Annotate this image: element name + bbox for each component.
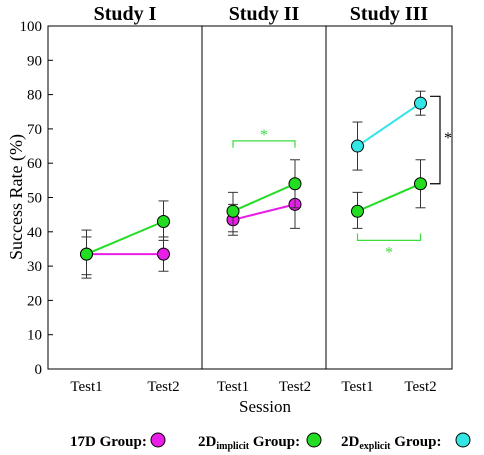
x-axis-label: Session: [239, 397, 291, 416]
data-point: [288, 177, 302, 191]
data-point: [80, 247, 93, 261]
x-tick-label: Test2: [147, 379, 179, 395]
significance-star: *: [385, 244, 393, 261]
marks-layer: * * *: [80, 90, 452, 279]
data-point: [157, 247, 170, 261]
y-tick-label: 80: [27, 88, 42, 104]
data-point: [414, 177, 427, 191]
panel-title: Study III: [350, 3, 429, 25]
y-tick-label: 60: [27, 156, 42, 172]
legend-marker: [306, 432, 322, 448]
y-tick-label: 10: [27, 328, 42, 344]
legend-marker: [455, 432, 471, 448]
y-tick-label: 50: [27, 191, 42, 207]
significance-bracket: [232, 140, 296, 148]
x-tick-label: Test1: [341, 379, 373, 395]
legend-marker: [150, 432, 166, 448]
y-tick-label: 70: [27, 122, 42, 138]
series-line: [357, 182, 421, 213]
data-point: [226, 204, 240, 218]
x-tick-label: Test2: [279, 379, 311, 395]
x-tick-label: Test1: [217, 379, 249, 395]
significance-star: *: [444, 130, 452, 147]
panel-title: Study I: [94, 3, 157, 25]
panel-title: Study II: [229, 3, 300, 25]
series-line: [356, 102, 422, 147]
y-tick-label: 0: [35, 362, 43, 378]
series-line: [86, 220, 164, 256]
y-tick-label: 20: [27, 293, 42, 309]
axes-layer: 0 10 20 30 40 50 60 70 80 90 100 Study I Test1 Test2 S…: [20, 3, 453, 395]
series-line: [232, 182, 296, 213]
data-point: [157, 215, 170, 229]
y-tick-label: 90: [27, 53, 42, 69]
x-tick-label: Test1: [70, 379, 102, 395]
legend-label: 2Dimplicit Group:: [198, 434, 300, 452]
significance-star: *: [260, 127, 268, 144]
data-point: [351, 204, 364, 218]
y-tick-label: 30: [27, 259, 42, 275]
significance-bracket: [356, 233, 422, 241]
data-point: [414, 96, 427, 110]
x-tick-label: Test2: [404, 379, 436, 395]
significance-bracket: [430, 95, 441, 185]
legend-label: 17D Group:: [70, 434, 147, 450]
legend: 17D Group: 2Dimplicit Group: 2Dexplicit Gr…: [70, 432, 471, 452]
legend-label: 2Dexplicit Group:: [341, 434, 441, 452]
series-line: [232, 203, 296, 221]
y-tick-label: 40: [27, 225, 42, 241]
y-axis-label: Success Rate (%): [6, 134, 27, 260]
y-tick-label: 100: [20, 19, 43, 35]
data-point: [351, 139, 364, 153]
